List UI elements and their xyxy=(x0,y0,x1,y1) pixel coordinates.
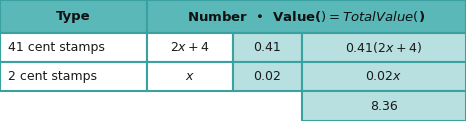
Bar xyxy=(302,91,466,121)
Bar xyxy=(302,62,466,91)
Bar xyxy=(233,33,302,62)
Text: 41 cent stamps: 41 cent stamps xyxy=(8,41,105,54)
Text: 2 cent stamps: 2 cent stamps xyxy=(8,70,97,83)
Bar xyxy=(0,62,147,91)
Bar xyxy=(0,33,147,62)
Text: $0.02x$: $0.02x$ xyxy=(365,70,403,83)
Bar xyxy=(147,33,233,62)
Text: Number  •  Value($)  =    Total Value($): Number • Value($) = Total Value($) xyxy=(187,9,425,24)
Text: 0.41: 0.41 xyxy=(254,41,281,54)
Text: 0.02: 0.02 xyxy=(254,70,281,83)
Bar xyxy=(233,62,302,91)
Bar xyxy=(147,0,466,33)
Bar xyxy=(0,0,147,33)
Text: $x$: $x$ xyxy=(185,70,195,83)
Text: 8.36: 8.36 xyxy=(370,99,398,113)
Bar xyxy=(147,62,233,91)
Text: $2x + 4$: $2x + 4$ xyxy=(170,41,210,54)
Bar xyxy=(302,33,466,62)
Text: Type: Type xyxy=(56,10,91,23)
Text: $0.41(2x + 4)$: $0.41(2x + 4)$ xyxy=(345,40,423,55)
